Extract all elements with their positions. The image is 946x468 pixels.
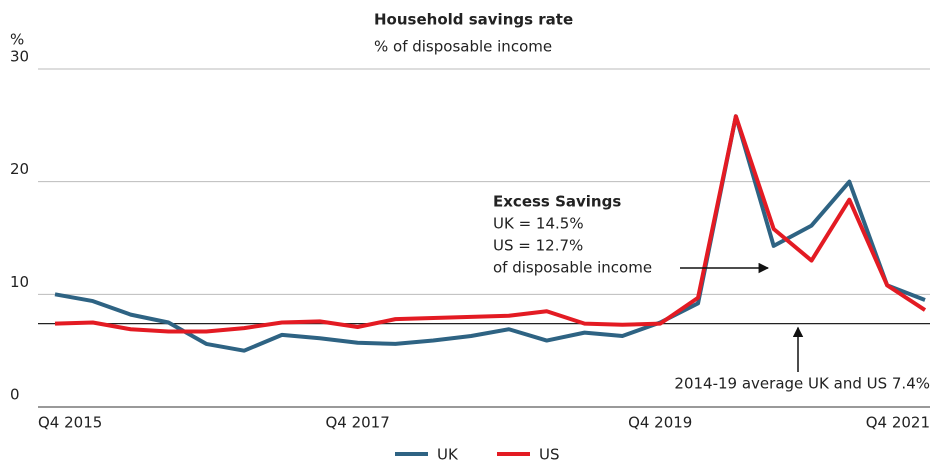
legend-label: US: [539, 446, 560, 464]
y-tick-label: 10: [10, 273, 29, 291]
legend-label: UK: [437, 446, 459, 464]
x-tick-label: Q4 2015: [38, 414, 102, 432]
annotation-line: US = 12.7%: [493, 237, 583, 255]
annotation-line: of disposable income: [493, 259, 652, 277]
annotation-title: Excess Savings: [493, 193, 621, 211]
y-tick-label: 30: [10, 48, 29, 66]
series-line: [54, 114, 926, 353]
series-line: [54, 114, 927, 334]
reference-label: 2014-19 average UK and US 7.4%: [674, 375, 930, 393]
y-tick-label: 20: [10, 160, 29, 178]
chart-title: Household savings rate: [374, 11, 573, 29]
x-tick-label: Q4 2019: [628, 414, 692, 432]
x-tick-label: Q4 2021: [866, 414, 930, 432]
chart-subtitle: % of disposable income: [374, 38, 552, 56]
annotation-line: UK = 14.5%: [493, 215, 584, 233]
y-axis-label: %: [10, 31, 24, 49]
y-tick-label: 0: [10, 386, 20, 404]
x-tick-label: Q4 2017: [325, 414, 389, 432]
